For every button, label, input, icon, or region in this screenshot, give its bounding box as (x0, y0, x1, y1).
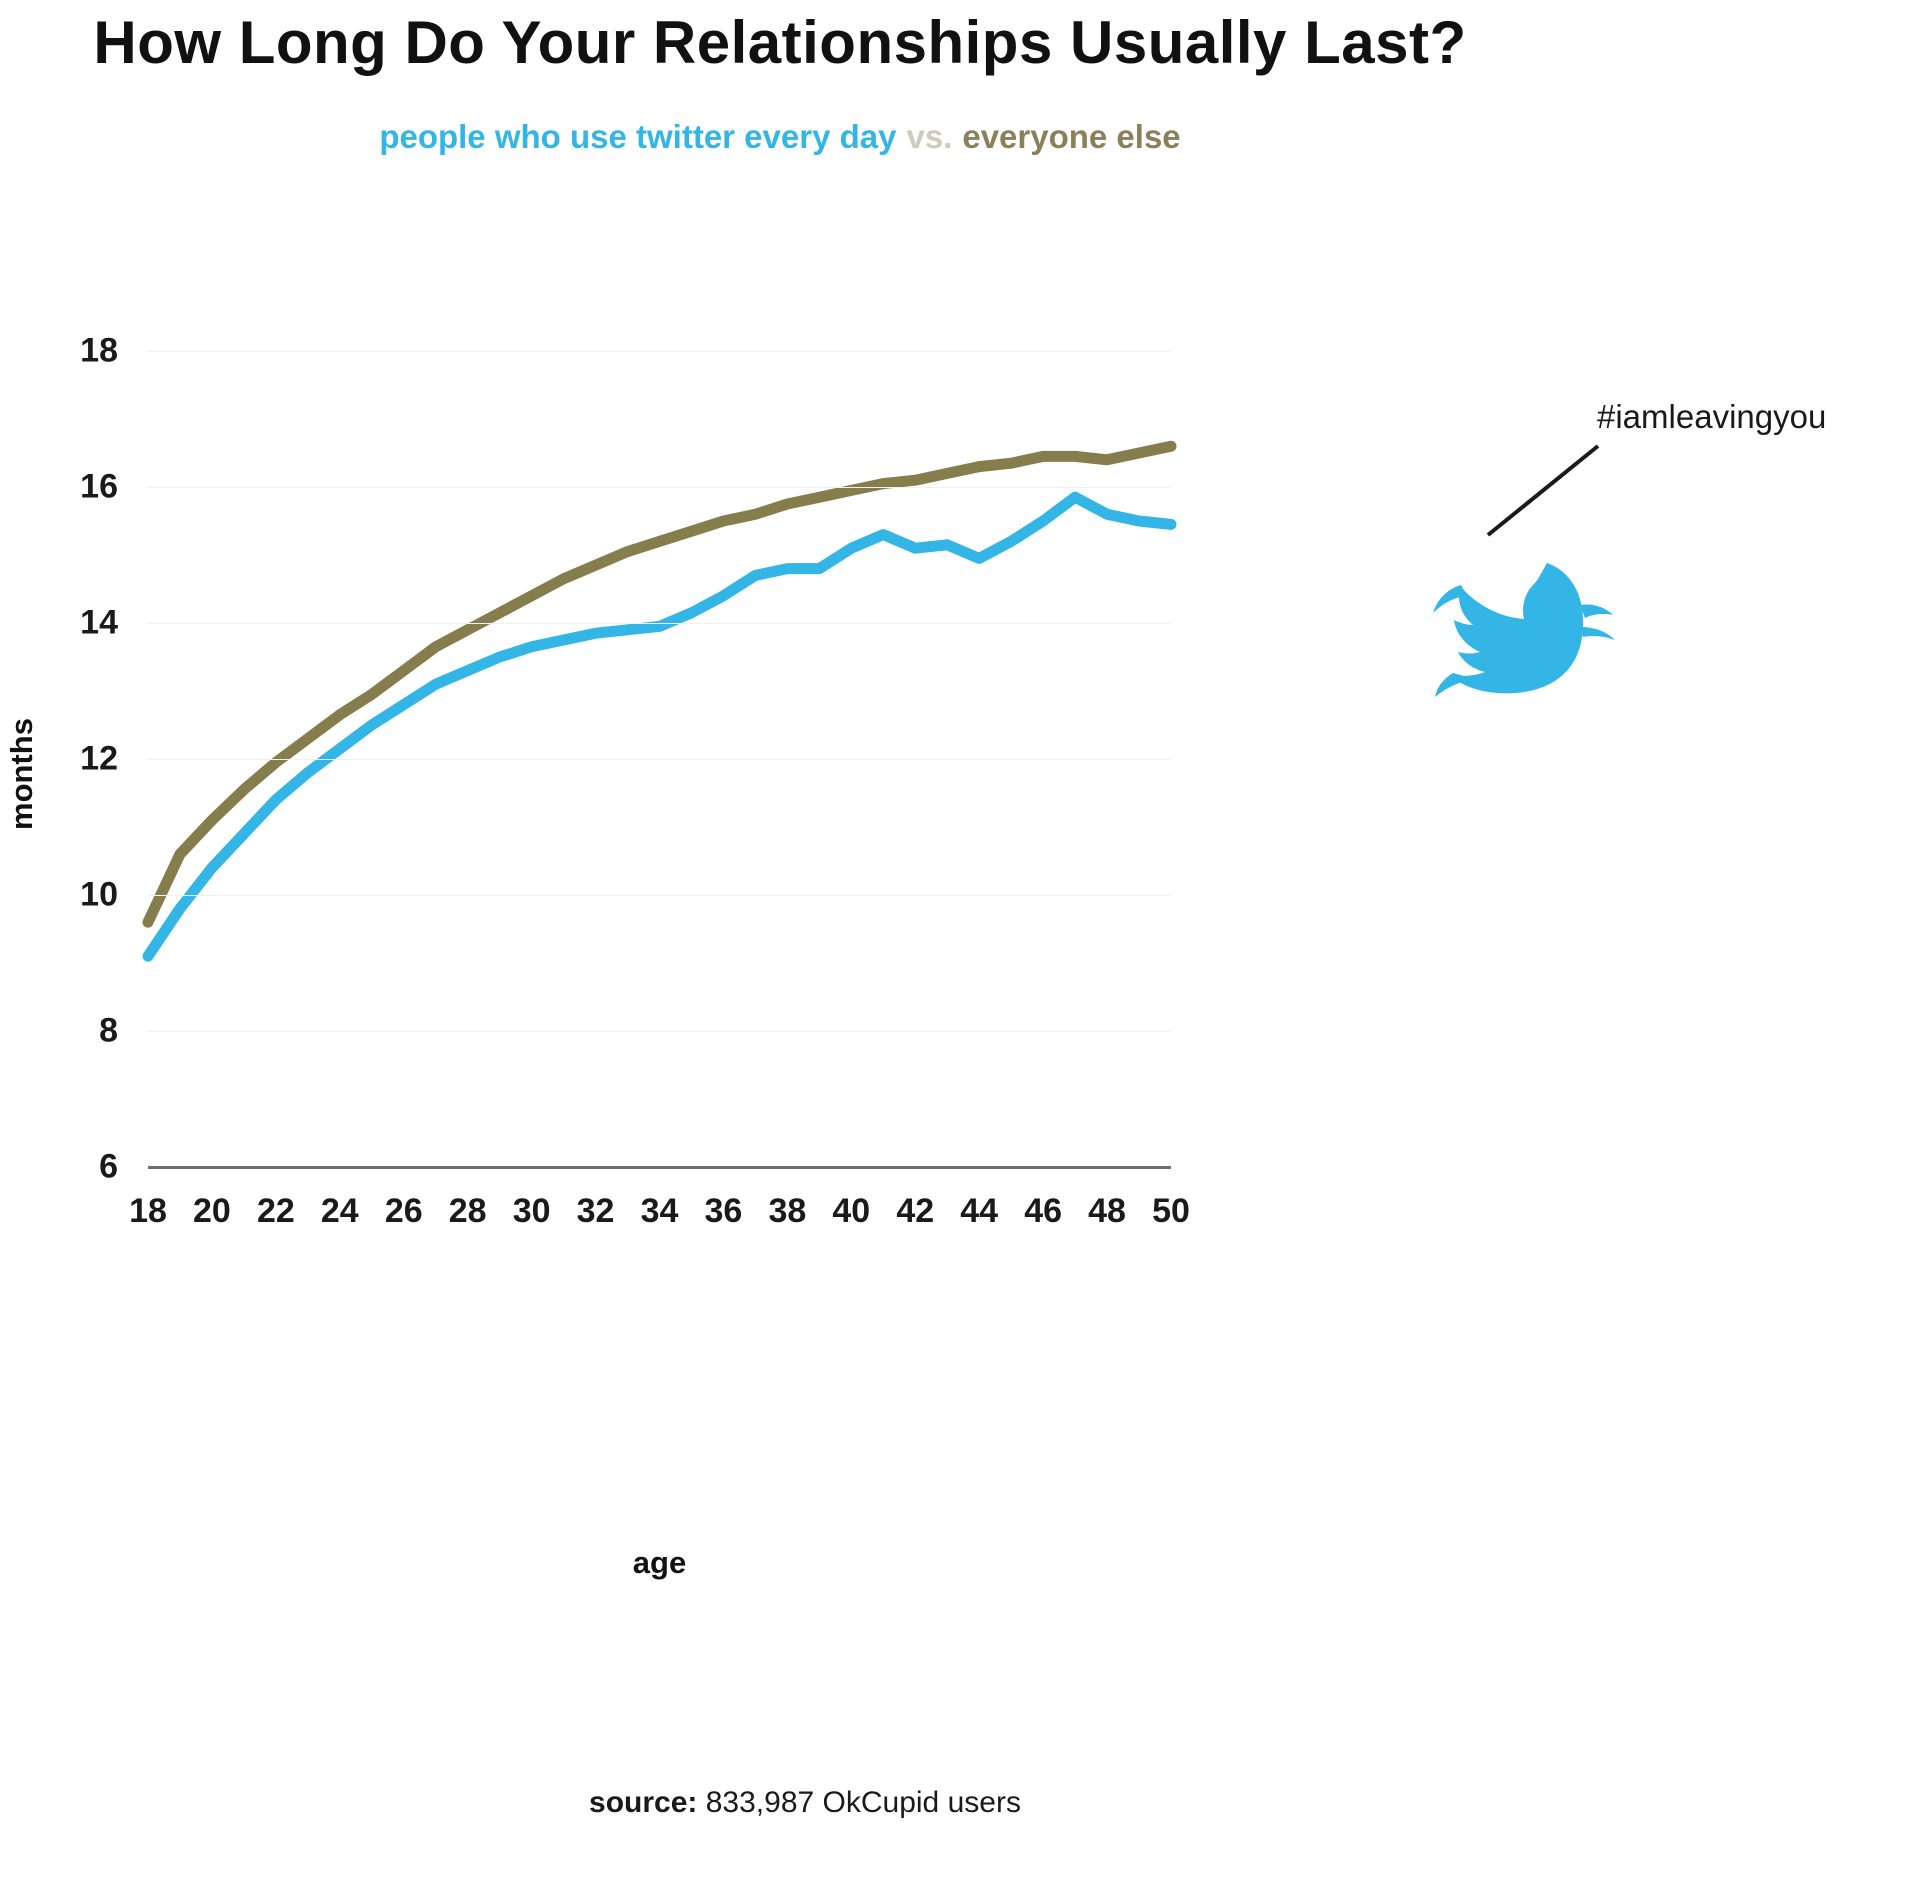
gridline (148, 487, 1171, 488)
y-axis-tick-14: 14 (80, 603, 118, 642)
gridline (148, 623, 1171, 624)
y-axis-tick-10: 10 (80, 875, 118, 914)
x-axis-tick-48: 48 (1088, 1192, 1126, 1230)
line-series-twitter (142, 491, 1177, 962)
x-axis-tick-28: 28 (448, 1192, 487, 1230)
x-axis-tick-40: 40 (832, 1192, 871, 1230)
plot-area (142, 351, 1177, 1167)
chart-subtitle-legend: people who use twitter every day vs. every… (0, 118, 1560, 156)
x-axis-tick-30: 30 (512, 1192, 551, 1230)
x-axis-tick-50: 50 (1152, 1192, 1190, 1230)
x-axis-tick-42: 42 (896, 1192, 935, 1230)
annotation-leader-line (1486, 444, 1600, 537)
source-note: source: 833,987 OkCupid users (0, 1786, 1610, 1820)
gridline (148, 759, 1171, 760)
page-title: How Long Do Your Relationships Usually L… (93, 9, 1467, 76)
legend-label-everyone-else: everyone else (962, 118, 1181, 155)
x-axis-tick-26: 26 (384, 1192, 423, 1230)
legend-label-twitter: people who use twitter every day (379, 118, 897, 155)
x-axis-tick-20: 20 (193, 1192, 231, 1230)
x-axis-tick-44: 44 (960, 1192, 999, 1230)
y-axis-tick-labels: 6 8 10 12 14 16 18 (0, 332, 118, 1186)
x-axis-tick-46: 46 (1024, 1192, 1063, 1230)
x-axis-tick-labels: 18 20 22 24 26 28 30 32 34 36 38 40 42 44 46 48 50 (129, 1192, 1190, 1242)
x-axis-tick-38: 38 (768, 1192, 807, 1230)
x-axis-line (148, 1166, 1171, 1169)
line-series-everyone-else (142, 440, 1177, 928)
source-text: 833,987 OkCupid users (705, 1786, 1021, 1819)
y-axis-tick-6: 6 (99, 1147, 118, 1186)
y-axis-tick-18: 18 (80, 331, 118, 370)
y-axis-tick-8: 8 (99, 1011, 118, 1050)
x-axis-tick-22: 22 (256, 1192, 295, 1230)
twitter-bird-icon (1433, 563, 1615, 697)
source-prefix: source: (589, 1786, 698, 1819)
legend-separator: vs. (906, 118, 953, 155)
x-axis-tick-36: 36 (704, 1192, 743, 1230)
x-axis-tick-24: 24 (320, 1192, 359, 1230)
y-axis-title: months (4, 718, 39, 830)
y-axis-tick-16: 16 (80, 467, 118, 506)
x-axis-title: age (632, 1545, 687, 1580)
x-axis-tick-34: 34 (640, 1192, 679, 1230)
data-lines (142, 440, 1177, 962)
gridline (148, 351, 1171, 352)
x-axis-tick-18: 18 (129, 1192, 167, 1230)
gridline (148, 895, 1171, 896)
gridline (148, 1031, 1171, 1032)
y-axis-tick-12: 12 (80, 739, 118, 778)
x-axis-tick-32: 32 (576, 1192, 615, 1230)
annotation-label: #iamleavingyou (1597, 398, 1827, 435)
